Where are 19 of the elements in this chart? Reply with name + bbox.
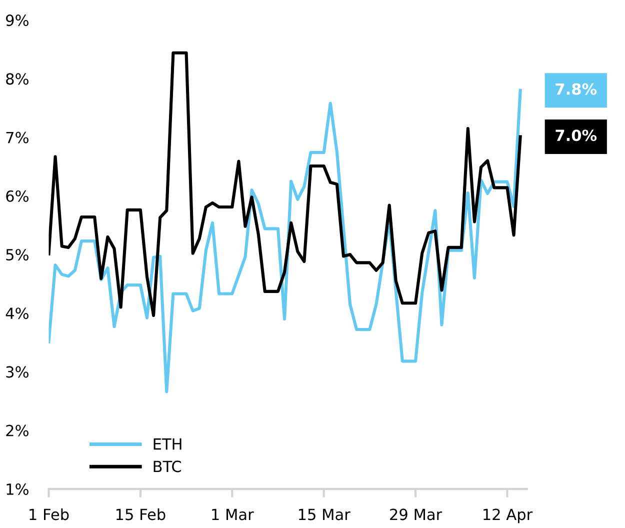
annotation: 7.8% (556, 83, 597, 95)
y-tick-label: 2% (6, 424, 28, 436)
x-tick-label: 15 Feb (116, 508, 166, 520)
x-tick-label: 15 Mar (298, 508, 350, 520)
y-tick-label: 7% (6, 132, 28, 144)
x-tick-label: 12 Apr (484, 508, 533, 524)
y-tick-label: 6% (6, 190, 28, 202)
y-tick-label: 3% (6, 366, 28, 378)
y-tick-label: 8% (6, 73, 28, 85)
x-tick-label: 1 Feb (30, 508, 69, 520)
y-tick-label: 1% (6, 483, 28, 495)
legend-label: BTC (154, 460, 182, 472)
annotation: 7.0% (556, 130, 597, 142)
x-tick-label: 29 Mar (390, 508, 442, 520)
y-tick-label: 9% (6, 14, 28, 26)
y-tick-label: 5% (6, 248, 28, 261)
x-tick-label: 1 Mar (212, 508, 254, 520)
legend-label: ETH (154, 438, 182, 450)
y-tick-label: 4% (6, 308, 28, 320)
